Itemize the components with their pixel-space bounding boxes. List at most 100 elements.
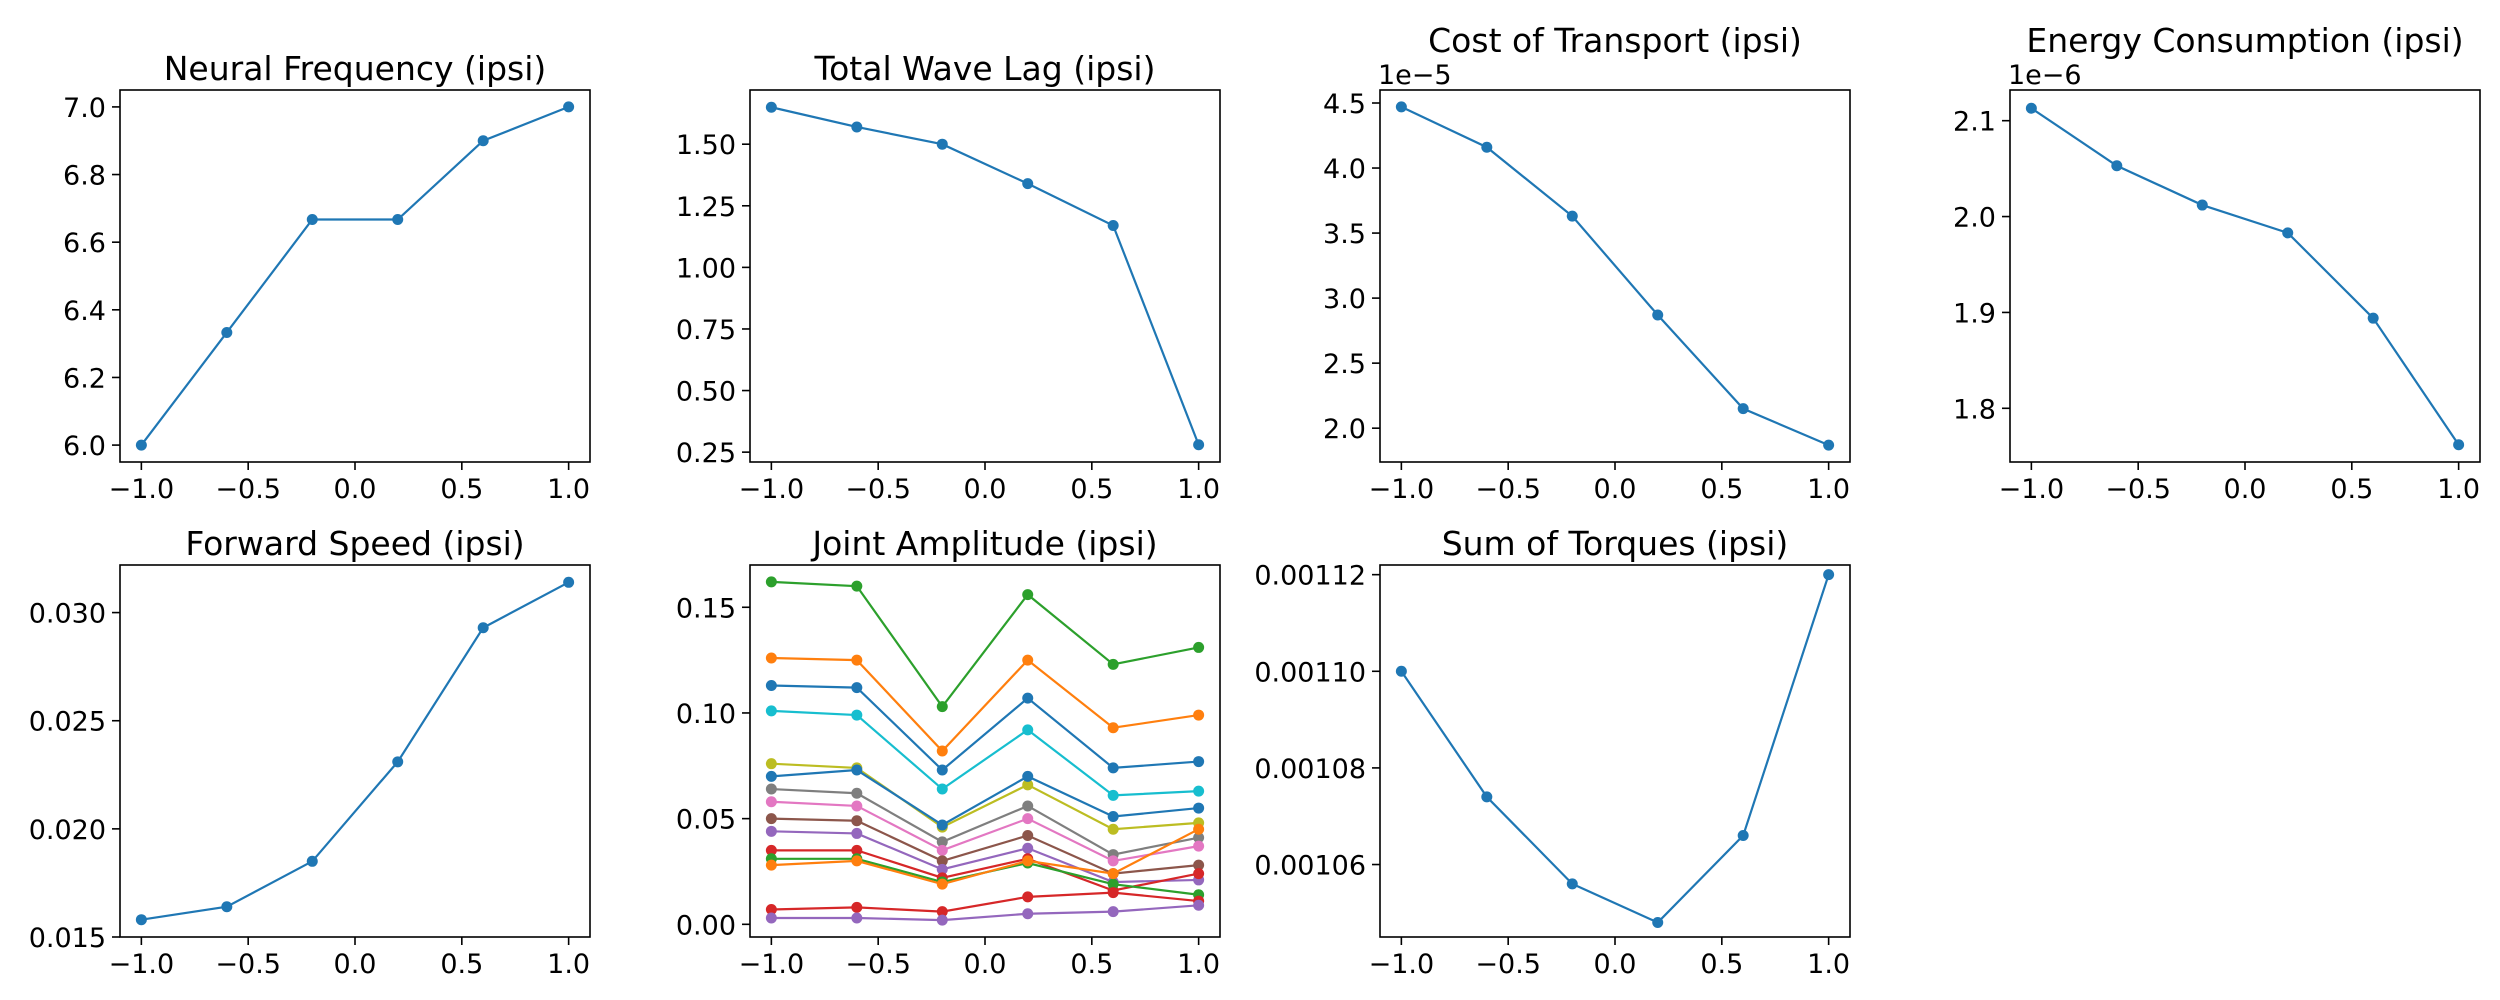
data-point [1022,842,1034,854]
series-line-10 [771,849,1199,892]
data-point [2367,312,2379,324]
data-point [1022,654,1034,666]
axes-frame [749,89,1221,463]
data-point [1022,830,1034,842]
axes-frame [1379,89,1851,463]
series-line-6 [771,787,1199,856]
x-tick-label: 0.0 [2224,474,2267,505]
data-point [851,800,863,812]
data-point [1737,403,1749,415]
chart-title: Energy Consumption (ipsi) [2026,21,2463,60]
series-line-9 [771,830,1199,884]
chart-panel-6: Sum of Torques (ipsi) −1.0 −0.5 0.0 0.5 1.0 0.… [1254,524,1851,980]
y-tick-label: 0.00108 [1254,754,1366,785]
y-tick-label: 0.030 [29,599,106,630]
y-tick-label: 0.00106 [1254,851,1366,882]
data-point [851,912,863,924]
data-point [851,815,863,827]
chart-title: Total Wave Lag (ipsi) [814,49,1156,88]
data-point [1652,309,1664,321]
data-point [936,855,948,867]
data-point [765,770,777,782]
data-point [1193,823,1205,835]
data-point [1022,589,1034,601]
data-point [306,214,318,226]
data-point [477,622,489,634]
series-line-4 [771,762,1199,831]
data-point [1193,859,1205,871]
data-point [1107,762,1119,774]
x-tick-label: 1.0 [1807,949,1850,980]
data-point [2282,227,2294,239]
data-point [1566,210,1578,222]
data-point [477,135,489,147]
chart-title: Forward Speed (ipsi) [185,524,524,563]
data-point [1107,789,1119,801]
series-line-11 [771,857,1199,896]
data-point [1193,641,1205,653]
data-point [851,827,863,839]
data-point [851,654,863,666]
y-tick-label: 1.25 [676,192,736,223]
data-point [221,901,233,913]
data-point [2111,160,2123,172]
x-tick-label: −0.5 [1475,949,1541,980]
series-line-3 [771,709,1199,797]
data-point [1107,887,1119,899]
y-tick-label: 0.025 [29,707,106,738]
y-tick-label: 0.15 [676,593,736,624]
data-point [765,912,777,924]
x-tick-label: 1.0 [2437,474,2480,505]
data-point [1193,899,1205,911]
data-point [1107,906,1119,918]
y-tick-label: 6.0 [63,431,106,462]
y-tick-label: 1.50 [676,130,736,161]
data-point [1193,802,1205,814]
series-line-13 [771,891,1199,913]
data-point [1193,439,1205,451]
data-point [392,214,404,226]
y-tick-label: 3.5 [1323,219,1366,250]
axes-frame [2009,89,2481,463]
data-point [1737,830,1749,842]
data-point [1022,178,1034,190]
chart-panel-5: Joint Amplitude (ipsi) −1.0 −0.5 0.0 0.5 1.0 0… [676,524,1221,980]
data-point [1107,722,1119,734]
x-tick-label: 1.0 [1177,474,1220,505]
axes-frame [119,89,591,463]
data-point [1193,785,1205,797]
y-tick-label: 1.9 [1953,298,1996,329]
data-point [765,576,777,588]
data-point [936,878,948,890]
series-line-0 [1400,105,1830,447]
data-point [1022,770,1034,782]
data-point [936,138,948,150]
data-point [765,904,777,916]
data-point [765,679,777,691]
x-tick-label: 0.0 [1594,949,1637,980]
x-tick-label: 0.5 [1700,474,1743,505]
data-point [1022,779,1034,791]
data-point [563,101,575,113]
x-tick-label: 0.5 [440,949,483,980]
y-tick-label: 6.6 [63,228,106,259]
data-point [936,819,948,831]
series-line-1 [771,656,1199,753]
chart-panel-1: Total Wave Lag (ipsi) −1.0 −0.5 0.0 0.5 1.0 0.… [676,49,1221,505]
chart-panel-2: Cost of Transport (ipsi)1e−5 −1.0 −0.5 0.0 0… [1323,21,1851,505]
data-point [306,855,318,867]
chart-panel-4: Forward Speed (ipsi) −1.0 −0.5 0.0 0.5 1.0 0.0… [29,524,591,980]
data-point [936,745,948,757]
x-tick-label: −1.0 [109,474,175,505]
data-point [851,901,863,913]
axis-scale-label: 1e−6 [2008,60,2082,91]
x-tick-label: 0.0 [334,949,377,980]
x-tick-label: −1.0 [1369,474,1435,505]
x-tick-label: 0.5 [2330,474,2373,505]
data-point [1395,101,1407,113]
y-tick-label: 2.1 [1953,107,1996,138]
y-tick-label: 7.0 [63,93,106,124]
y-tick-label: 0.75 [676,315,736,346]
data-point [1481,791,1493,803]
data-point [1022,724,1034,736]
